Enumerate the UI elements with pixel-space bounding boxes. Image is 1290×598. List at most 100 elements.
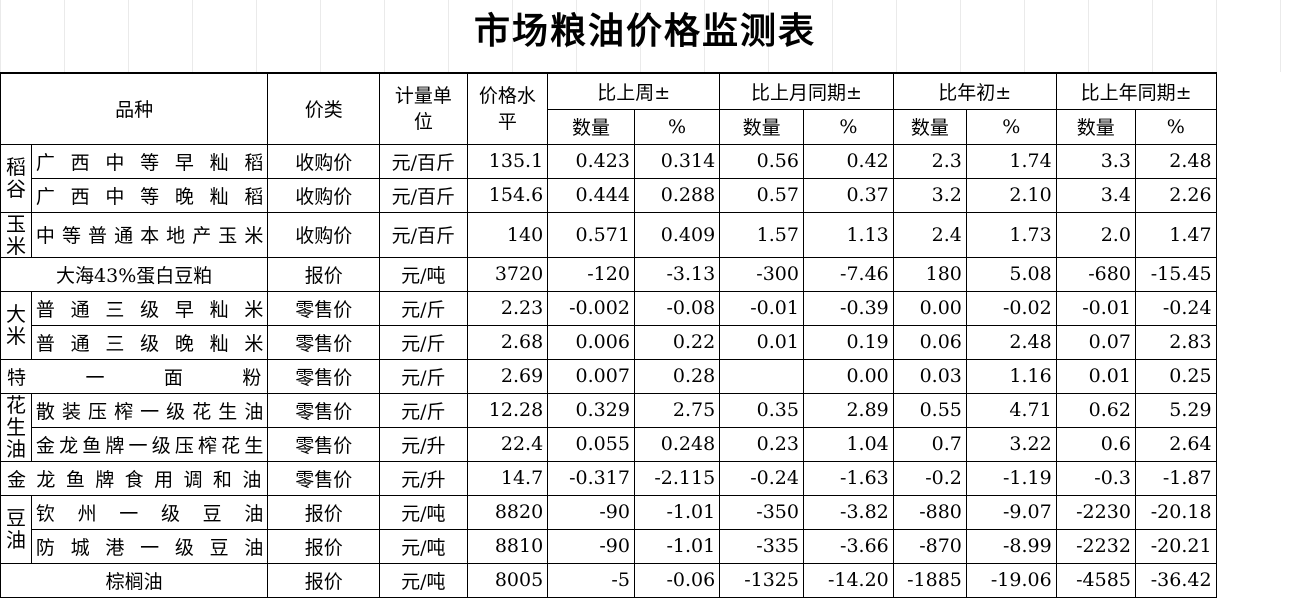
- change-cell: 0.35: [719, 392, 804, 428]
- change-cell: 3.2: [892, 177, 967, 213]
- category-label: 稻谷: [0, 143, 32, 213]
- change-cell: 0.7: [892, 426, 967, 462]
- change-cell: -0.3: [1055, 460, 1136, 496]
- change-cell: -1.01: [633, 528, 721, 564]
- change-cell: 1.04: [802, 426, 894, 462]
- price-type-cell: 零售价: [267, 460, 381, 496]
- sheet-gridlines: [0, 0, 1290, 72]
- category-label: 玉米: [0, 211, 32, 258]
- change-cell: 1.13: [802, 211, 894, 258]
- change-cell: 2.48: [965, 324, 1057, 360]
- change-cell: -0.24: [1134, 290, 1217, 326]
- change-cell: 0.288: [633, 177, 721, 213]
- header-qty: 数量: [547, 108, 635, 145]
- price-cell: 3720: [466, 256, 549, 292]
- change-cell: -680: [1055, 256, 1136, 292]
- header-variety: 品种: [0, 72, 269, 145]
- change-cell: 0.00: [892, 290, 967, 326]
- variety-name: 特一面粉: [0, 358, 269, 394]
- price-cell: 22.4: [466, 426, 549, 462]
- change-cell: 0.01: [1055, 358, 1136, 394]
- unit-cell: 元/斤: [379, 324, 468, 360]
- change-cell: 0.56: [719, 143, 804, 179]
- change-cell: -0.01: [1055, 290, 1136, 326]
- change-cell: -1.87: [1134, 460, 1217, 496]
- change-cell: -335: [719, 528, 804, 564]
- price-type-cell: 收购价: [267, 143, 381, 179]
- change-cell: -20.18: [1134, 494, 1217, 530]
- variety-name: 普通三级晚籼米: [30, 324, 269, 360]
- variety-name: 普通三级早籼米: [30, 290, 269, 326]
- unit-cell: 元/升: [379, 460, 468, 496]
- price-cell: 135.1: [466, 143, 549, 179]
- change-cell: 0.01: [719, 324, 804, 360]
- change-cell: 0.571: [547, 211, 635, 258]
- change-cell: -0.2: [892, 460, 967, 496]
- price-type-cell: 零售价: [267, 324, 381, 360]
- change-cell: -2232: [1055, 528, 1136, 564]
- header-qty: 数量: [892, 108, 967, 145]
- table-row: 大海43%蛋白豆粕 报价 元/吨 3720 -120 -3.13 -300 -7.46 180 5…: [0, 256, 1290, 292]
- change-cell: -14.20: [802, 562, 894, 598]
- change-cell: 1.47: [1134, 211, 1217, 258]
- category-label: 豆油: [0, 494, 32, 564]
- price-type-cell: 报价: [267, 256, 381, 292]
- price-type-cell: 零售价: [267, 392, 381, 428]
- change-cell: -870: [892, 528, 967, 564]
- change-cell: -3.13: [633, 256, 721, 292]
- change-cell: 0.22: [633, 324, 721, 360]
- page-title: 市场粮油价格监测表: [473, 10, 816, 52]
- unit-cell: 元/吨: [379, 494, 468, 530]
- table-row: 大米 普通三级早籼米 零售价 元/斤 2.23 -0.002 -0.08 -0.01 -0.39…: [0, 290, 1290, 360]
- header-pct: %: [965, 108, 1057, 145]
- variety-name: 棕榈油: [0, 562, 269, 598]
- change-cell: 1.73: [965, 211, 1057, 258]
- change-cell: 2.10: [965, 177, 1057, 213]
- header-vs-last-month: 比上月同期±: [719, 72, 894, 110]
- change-cell: 0.444: [547, 177, 635, 213]
- change-cell: -0.06: [633, 562, 721, 598]
- header-vs-last-year: 比上年同期±: [1055, 72, 1217, 110]
- variety-name: 防城港一级豆油: [30, 528, 269, 564]
- price-cell: 2.69: [466, 358, 549, 394]
- change-cell: -0.317: [547, 460, 635, 496]
- change-cell: -0.01: [719, 290, 804, 326]
- unit-cell: 元/吨: [379, 562, 468, 598]
- change-cell: 1.16: [965, 358, 1057, 394]
- price-type-cell: 报价: [267, 562, 381, 598]
- change-cell: -36.42: [1134, 562, 1217, 598]
- table-row: 豆油 钦州一级豆油 报价 元/吨 8820 -90 -1.01 -350 -3.82 -880 -9…: [0, 494, 1290, 564]
- change-cell: 2.4: [892, 211, 967, 258]
- change-cell: 0.23: [719, 426, 804, 462]
- header-qty: 数量: [1055, 108, 1136, 145]
- change-cell: -120: [547, 256, 635, 292]
- header-pct: %: [1134, 108, 1217, 145]
- change-cell: 3.22: [965, 426, 1057, 462]
- change-cell: -300: [719, 256, 804, 292]
- variety-name: 中等普通本地产玉米: [30, 211, 269, 258]
- unit-cell: 元/斤: [379, 290, 468, 326]
- change-cell: -0.24: [719, 460, 804, 496]
- price-cell: 154.6: [466, 177, 549, 213]
- change-cell: 0.6: [1055, 426, 1136, 462]
- change-cell: 0.28: [633, 358, 721, 394]
- price-table: 品种 价类 计量单位 价格水平 比上周± 比上月同期± 比年初± 比上年同期± …: [0, 72, 1290, 598]
- change-cell: 2.64: [1134, 426, 1217, 462]
- change-cell: 0.06: [892, 324, 967, 360]
- change-cell: 2.0: [1055, 211, 1136, 258]
- price-type-cell: 零售价: [267, 426, 381, 462]
- change-cell: -90: [547, 528, 635, 564]
- change-cell: 2.48: [1134, 143, 1217, 179]
- unit-cell: 元/百斤: [379, 211, 468, 258]
- change-cell: 0.007: [547, 358, 635, 394]
- change-cell: -2230: [1055, 494, 1136, 530]
- price-cell: 2.23: [466, 290, 549, 326]
- price-cell: 12.28: [466, 392, 549, 428]
- price-cell: 8810: [466, 528, 549, 564]
- change-cell: 3.3: [1055, 143, 1136, 179]
- price-cell: 8820: [466, 494, 549, 530]
- change-cell: 4.71: [965, 392, 1057, 428]
- price-cell: 14.7: [466, 460, 549, 496]
- header-price-type: 价类: [267, 72, 381, 145]
- change-cell: -3.66: [802, 528, 894, 564]
